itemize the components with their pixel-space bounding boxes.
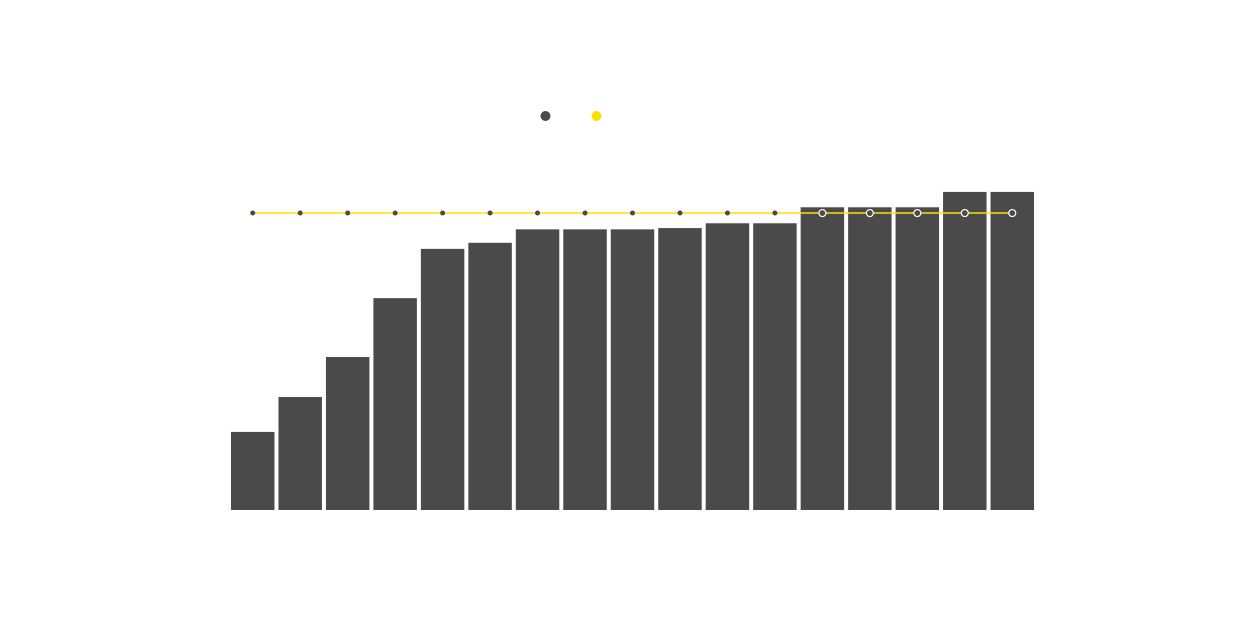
line-point-17 (1008, 208, 1017, 218)
bar-12 (753, 223, 797, 510)
line-point-5 (440, 210, 446, 216)
bar-5 (420, 248, 465, 510)
line-series (250, 208, 1017, 218)
line-point-3 (345, 210, 351, 216)
bar-9 (610, 229, 655, 511)
line-point-6 (487, 210, 493, 216)
line-point-14 (865, 208, 874, 218)
line-point-8 (582, 210, 588, 216)
bar-16 (943, 191, 987, 511)
bar-3 (325, 357, 370, 510)
bar-10 (658, 228, 702, 510)
bar-2 (278, 397, 322, 510)
bar-13 (800, 207, 845, 510)
bar-7 (515, 229, 560, 511)
line-point-10 (677, 210, 683, 216)
line-point-13 (818, 208, 827, 218)
line-point-1 (250, 210, 256, 216)
bar-4 (373, 298, 417, 510)
bar-15 (895, 207, 940, 510)
legend-marker-1[interactable] (540, 111, 551, 121)
line-point-16 (960, 208, 969, 218)
bar-17 (990, 191, 1034, 511)
bar-14 (848, 207, 892, 510)
line-point-2 (297, 210, 303, 216)
bar-series (231, 191, 1034, 511)
bar-8 (563, 229, 607, 511)
line-point-11 (724, 210, 730, 216)
line-point-15 (913, 208, 922, 218)
line-point-12 (772, 210, 778, 216)
bar-1 (231, 431, 275, 510)
line-point-4 (392, 210, 398, 216)
bar-6 (468, 242, 512, 511)
legend-marker-2[interactable] (591, 111, 602, 121)
line-point-9 (630, 210, 635, 216)
chart-legend (540, 111, 602, 121)
line-point-7 (535, 210, 541, 216)
bar-11 (705, 223, 750, 510)
